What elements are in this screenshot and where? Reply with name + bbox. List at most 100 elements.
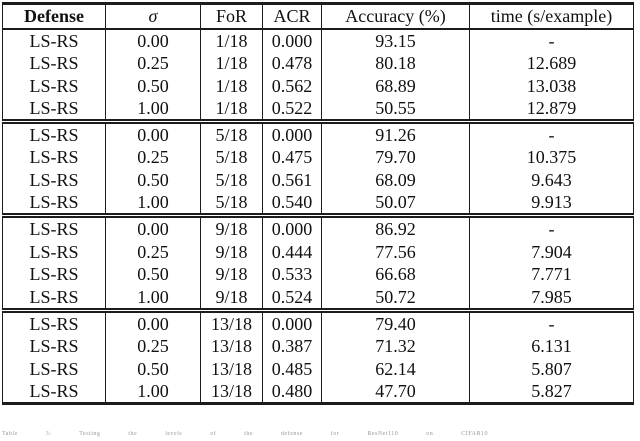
table-cell: 62.14	[321, 357, 470, 380]
table-row: LS-RS 0.50 1/18 0.562 68.89 13.038	[3, 74, 634, 97]
table-cell: 0.000	[262, 215, 322, 241]
table-cell: 5/18	[200, 121, 263, 146]
table-cell: 1.00	[105, 191, 201, 216]
table-cell: LS-RS	[29, 335, 79, 356]
column-header-acr: ACR	[262, 3, 322, 29]
table-cell: 79.70	[321, 145, 470, 169]
table-cell: 5/18	[200, 145, 263, 169]
table-cell: LS-RS	[29, 381, 79, 401]
column-header-time: time (s/example)	[469, 3, 634, 29]
table-cell: LS-RS	[29, 358, 79, 379]
table-cell: 13/18	[200, 334, 263, 358]
column-header-for: FoR	[200, 3, 263, 29]
table-cell: 0.540	[262, 191, 322, 216]
table-row: LS-RS 1.00 13/18 0.480 47.70 5.827	[3, 380, 634, 404]
table-cell: 0.25	[105, 51, 201, 75]
table-cell: LS-RS	[29, 169, 79, 190]
table-cell: 5/18	[200, 168, 263, 192]
table-cell: LS-RS	[29, 124, 79, 145]
table-cell: LS-RS	[29, 286, 79, 307]
table-cell: 50.07	[321, 191, 470, 216]
table-cell: 0.000	[262, 310, 322, 335]
table-cell: 7.904	[469, 240, 634, 263]
column-header-sigma: σ	[105, 3, 201, 29]
table-cell: 0.50	[105, 262, 201, 286]
table-cell: LS-RS	[29, 30, 79, 51]
table-cell: LS-RS	[29, 75, 79, 96]
column-header-accuracy: Accuracy (%)	[321, 3, 470, 29]
table-cell: 1/18	[200, 96, 263, 122]
table-row: LS-RS 0.50 13/18 0.485 62.14 5.807	[3, 357, 634, 380]
table-caption-clipped: Table 3: Testing the levels of the defen…	[2, 431, 489, 437]
table-row: LS-RS 0.25 9/18 0.444 77.56 7.904	[3, 240, 634, 263]
table-cell: LS-RS	[29, 219, 79, 240]
table-cell: 0.000	[262, 121, 322, 146]
table-cell: 7.771	[469, 262, 634, 286]
table-cell: 13/18	[200, 357, 263, 380]
table-cell: 0.485	[262, 357, 322, 380]
table-cell: 1.00	[105, 96, 201, 122]
table-cell: 5/18	[200, 191, 263, 216]
table-cell: LS-RS	[29, 147, 79, 168]
table-cell: 1.00	[105, 380, 201, 404]
table-cell: 50.72	[321, 285, 470, 311]
table-cell: 0.387	[262, 334, 322, 358]
table-header: Defense σ FoR ACR Accuracy (%) time (s/exampl…	[2, 3, 634, 29]
table-cell: 0.561	[262, 168, 322, 192]
table-cell: 9/18	[200, 285, 263, 311]
table-cell: 1/18	[200, 51, 263, 75]
table-cell: 1/18	[200, 74, 263, 97]
table-cell: 47.70	[321, 380, 470, 404]
table-cell: 9.913	[469, 191, 634, 216]
table-cell: 0.50	[105, 74, 201, 97]
table-cell: 9/18	[200, 262, 263, 286]
table-cell: 5.807	[469, 357, 634, 380]
table-cell: 10.375	[469, 145, 634, 169]
table-cell: 0.562	[262, 74, 322, 97]
table-cell: 0.00	[105, 121, 201, 146]
table-cell: 0.25	[105, 145, 201, 169]
table-row: LS-RS 0.25 5/18 0.475 79.70 10.375	[3, 145, 634, 169]
table-cell: 0.533	[262, 262, 322, 286]
table-cell: -	[469, 215, 634, 241]
table-cell: LS-RS	[29, 313, 79, 334]
table-row: LS-RS 1.00 5/18 0.540 50.07 9.913	[3, 191, 634, 216]
table-row: LS-RS 0.50 9/18 0.533 66.68 7.771	[3, 262, 634, 286]
table-cell: LS-RS	[29, 241, 79, 262]
table-cell: 80.18	[321, 51, 470, 75]
table-cell: 0.00	[105, 28, 201, 52]
table-row: LS-RS 1.00 1/18 0.522 50.55 12.879	[3, 96, 634, 122]
table-cell: 0.00	[105, 310, 201, 335]
table-cell: LS-RS	[29, 192, 79, 213]
table-row: LS-RS 1.00 9/18 0.524 50.72 7.985	[3, 285, 634, 311]
table-cell: 0.478	[262, 51, 322, 75]
table-cell: 0.522	[262, 96, 322, 122]
table-cell: 0.25	[105, 334, 201, 358]
table-cell: 0.00	[105, 215, 201, 241]
table-block-1: LS-RS 0.00 1/18 0.000 93.15- LS-RS 0.25 1/18 0.4…	[3, 28, 634, 122]
table-cell: 1/18	[200, 28, 263, 52]
table-cell: 6.131	[469, 334, 634, 358]
table-cell: 9.643	[469, 168, 634, 192]
table-block-4: LS-RS 0.00 13/18 0.000 79.40- LS-RS 0.25 13/18 0…	[2, 310, 634, 404]
table-cell: 13.038	[469, 74, 634, 97]
table-cell: 0.475	[262, 145, 322, 169]
table-cell: -	[469, 28, 634, 52]
results-table: Defense σ FoR ACR Accuracy (%) time (s/exampl…	[2, 2, 634, 405]
table-cell: 0.480	[262, 380, 322, 404]
table-row: LS-RS 0.00 9/18 0.000 86.92-	[3, 215, 634, 241]
table-cell: 9/18	[200, 215, 263, 241]
table-row: LS-RS 0.25 13/18 0.387 71.32 6.131	[3, 334, 634, 358]
table-row: LS-RS 0.00 1/18 0.000 93.15-	[3, 28, 634, 52]
table-block-2: LS-RS 0.00 5/18 0.000 91.26- LS-RS 0.25 5/18 0.4…	[2, 121, 634, 216]
table-cell: 68.89	[321, 74, 470, 97]
table-row: LS-RS 0.50 5/18 0.561 68.09 9.643	[3, 168, 634, 192]
table-cell: -	[469, 121, 634, 146]
header-row: Defense σ FoR ACR Accuracy (%) time (s/exampl…	[3, 3, 634, 29]
table-cell: 1.00	[105, 285, 201, 311]
table-cell: 91.26	[321, 121, 470, 146]
table-cell: 0.524	[262, 285, 322, 311]
table-row: LS-RS 0.00 5/18 0.000 91.26-	[3, 121, 634, 146]
table-cell: 66.68	[321, 262, 470, 286]
